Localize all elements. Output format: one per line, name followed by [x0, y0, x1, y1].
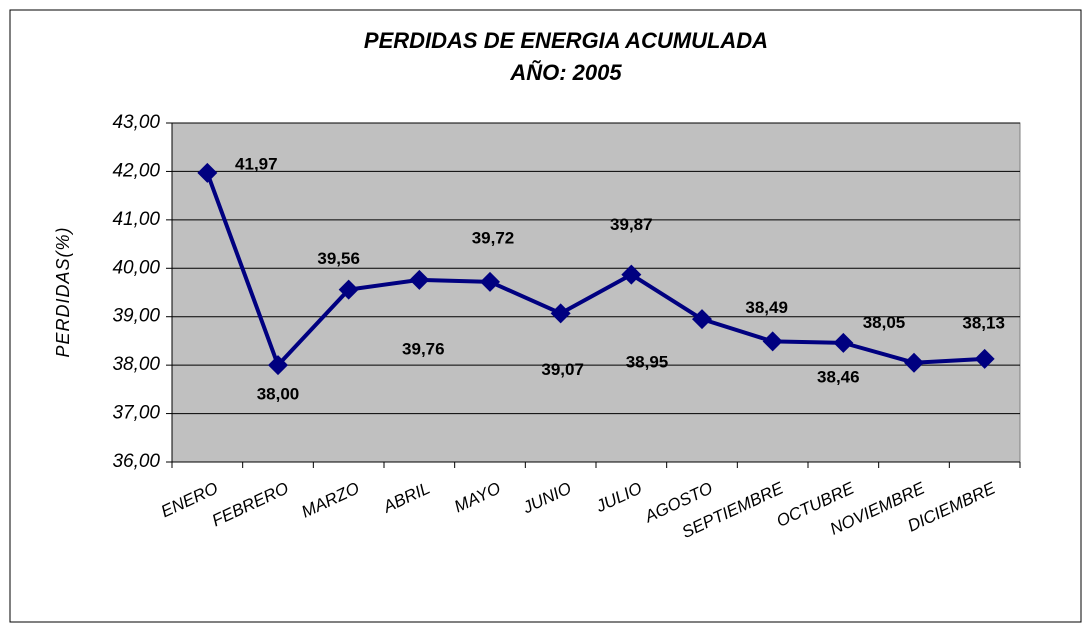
marker — [974, 348, 995, 369]
line — [205, 172, 985, 368]
data-label: 39,87 — [610, 215, 653, 234]
chart-title: PERDIDAS DE ENERGIA ACUMULADA — [364, 28, 768, 53]
data-label: 41,97 — [235, 154, 278, 173]
marker — [268, 355, 288, 376]
data-label: 38,13 — [962, 313, 1005, 332]
marker — [621, 264, 642, 285]
y-tick-label: 39,00 — [112, 306, 160, 327]
y-tick-label: 37,00 — [112, 403, 160, 424]
data-label: 39,72 — [472, 228, 515, 247]
y-tick-label: 43,00 — [112, 112, 160, 133]
chart-subtitle: AÑO: 2005 — [509, 60, 622, 85]
y-axis-label: PERDIDAS(%) — [53, 226, 73, 357]
y-tick-label: 36,00 — [112, 451, 160, 472]
marker — [762, 331, 783, 352]
marker — [550, 303, 571, 324]
data-label: 38,46 — [817, 367, 860, 386]
data-label: 38,49 — [745, 298, 788, 317]
data-label: 39,76 — [402, 339, 445, 358]
marker — [197, 162, 218, 183]
data-label: 38,05 — [863, 313, 906, 332]
data-label: 39,56 — [317, 249, 360, 268]
marker — [338, 279, 359, 300]
data-label: 39,07 — [541, 360, 584, 379]
y-tick-label: 42,00 — [112, 160, 160, 181]
y-tick-label: 38,00 — [112, 354, 160, 375]
data-label: 38,95 — [626, 353, 669, 372]
data-label: 38,00 — [257, 385, 300, 404]
y-tick-label: 40,00 — [112, 257, 160, 278]
marker — [833, 332, 854, 353]
marker — [409, 269, 430, 290]
marker — [904, 352, 924, 373]
marker — [480, 271, 500, 292]
y-tick-label: 41,00 — [112, 209, 160, 230]
marker — [692, 309, 712, 330]
